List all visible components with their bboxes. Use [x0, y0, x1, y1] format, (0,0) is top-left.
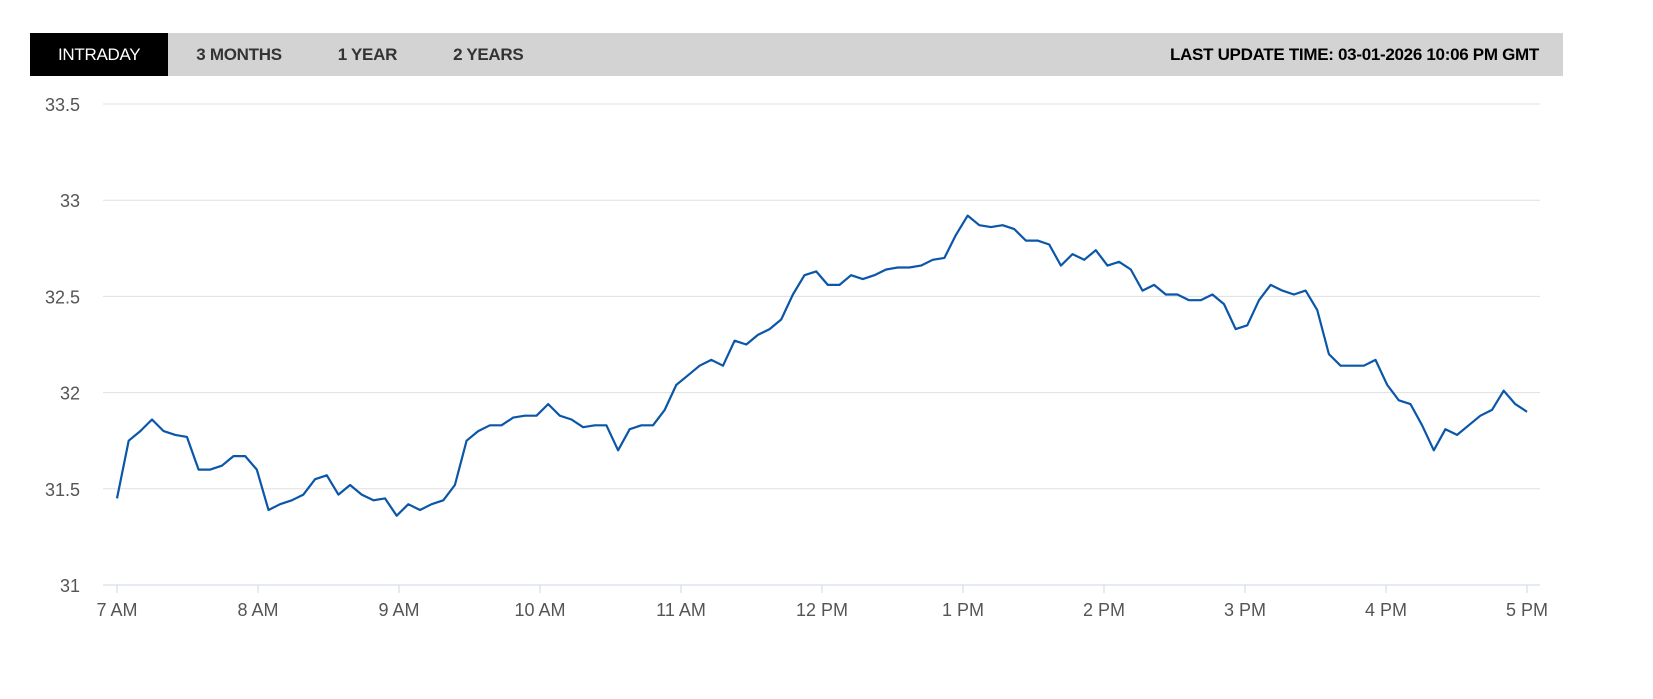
- x-tick-label: 7 AM: [96, 600, 137, 620]
- x-tick-label: 3 PM: [1224, 600, 1266, 620]
- y-tick-label: 31: [60, 576, 80, 596]
- y-tick-label: 31.5: [45, 480, 80, 500]
- price-series-line: [115, 214, 1528, 517]
- x-tick-label: 2 PM: [1083, 600, 1125, 620]
- tab-2-years[interactable]: 2 YEARS: [453, 44, 524, 64]
- x-tick-label: 11 AM: [656, 600, 706, 620]
- x-tick-label: 8 AM: [237, 600, 278, 620]
- x-tick-label: 4 PM: [1365, 600, 1407, 620]
- tab-1-year[interactable]: 1 YEAR: [337, 44, 398, 64]
- y-tick-label: 33.5: [45, 95, 80, 115]
- y-tick-label: 33: [60, 191, 80, 211]
- x-tick-label: 12 PM: [796, 600, 848, 620]
- y-tick-label: 32: [60, 384, 80, 404]
- x-tick-label: 5 PM: [1506, 600, 1548, 620]
- last-update-time: LAST UPDATE TIME: 03-01-2026 10:06 PM GM…: [1169, 44, 1539, 64]
- x-tick-label: 1 PM: [942, 600, 984, 620]
- tab-3-months[interactable]: 3 MONTHS: [196, 44, 282, 64]
- x-tick-label: 9 AM: [378, 600, 419, 620]
- tab-intraday[interactable]: INTRADAY: [30, 33, 169, 76]
- y-tick-label: 32.5: [45, 287, 80, 307]
- range-tab-bar: INTRADAY 3 MONTHS 1 YEAR 2 YEARS LAST UP…: [30, 33, 1563, 76]
- x-tick-label: 10 AM: [514, 600, 565, 620]
